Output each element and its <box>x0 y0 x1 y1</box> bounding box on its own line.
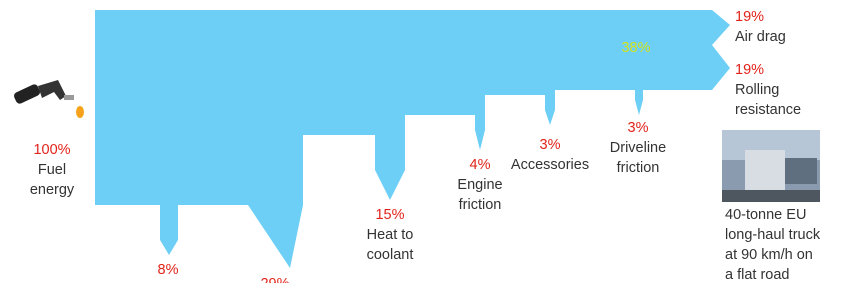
truck-photo <box>722 130 820 202</box>
flow-label: Accessories <box>511 157 589 173</box>
flow-label: Rolling <box>735 82 779 98</box>
flow-label: Air drag <box>735 29 786 45</box>
caption-line: long-haul truck <box>725 227 821 243</box>
flow-label: Fuel <box>38 162 66 178</box>
flow-label: Heat to <box>367 227 414 243</box>
flow-percent: 100% <box>33 142 70 158</box>
caption-line: a flat road <box>725 267 790 283</box>
flow-label: friction <box>617 160 660 176</box>
flow-percent: 19% <box>735 62 764 78</box>
energy-diagram: 38% 100% Fuel energy 8% 29% 15% Heat to coolant… <box>0 0 849 283</box>
wheels-percent: 38% <box>621 40 650 56</box>
flow-label: Engine <box>457 177 502 193</box>
flow-percent: 4% <box>470 157 491 173</box>
fuel-pump-icon <box>13 80 84 118</box>
flow-percent: 3% <box>540 137 561 153</box>
flow-label: resistance <box>735 102 801 118</box>
flow-percent: 8% <box>158 262 179 278</box>
flow-label: friction <box>459 197 502 213</box>
caption-line: 40-tonne EU <box>725 207 806 223</box>
flow-percent: 3% <box>628 120 649 136</box>
flow-percent: 15% <box>375 207 404 223</box>
flow-label: Driveline <box>610 140 666 156</box>
flow-percent: 29% <box>260 276 289 283</box>
flow-label: coolant <box>367 247 414 263</box>
flow-label: energy <box>30 182 75 198</box>
flow-percent: 19% <box>735 9 764 25</box>
caption-line: at 90 km/h on <box>725 247 813 263</box>
